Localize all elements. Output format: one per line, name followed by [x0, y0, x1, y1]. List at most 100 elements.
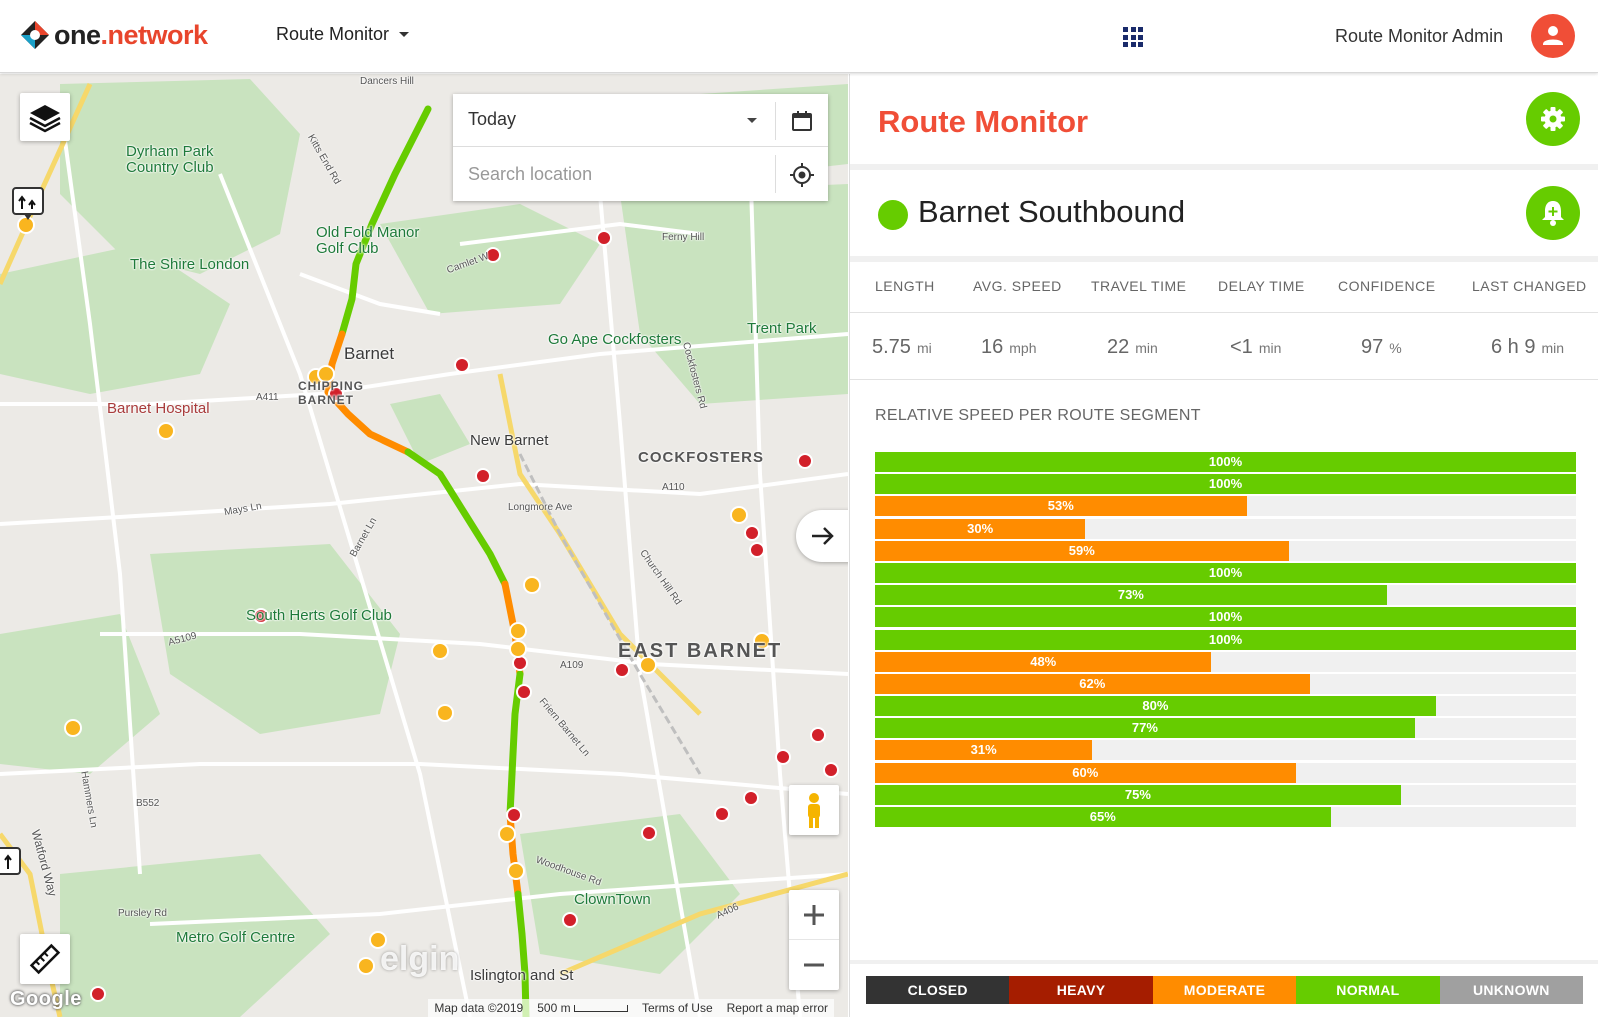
- legend-item-moderate: MODERATE: [1152, 976, 1297, 1004]
- map-data-attribution: Map data ©2019: [434, 1001, 524, 1015]
- legend-item-normal: NORMAL: [1296, 976, 1440, 1004]
- segment-bar-label: 30%: [967, 520, 994, 536]
- map-label-east-barnet: EAST BARNET: [618, 640, 783, 662]
- terms-link[interactable]: Terms of Use: [641, 1001, 713, 1015]
- segment-bar-label: 59%: [1068, 542, 1095, 558]
- street-view-button[interactable]: [789, 785, 839, 835]
- map-label-barnet-hospital: Barnet Hospital: [107, 400, 210, 417]
- road-label-ferny: Ferny Hill: [662, 232, 705, 243]
- segment-bar-row[interactable]: 75%: [875, 784, 1576, 805]
- segment-bar-row[interactable]: 73%: [875, 585, 1576, 606]
- segment-bar-row[interactable]: 100%: [875, 607, 1576, 628]
- report-error-link[interactable]: Report a map error: [726, 1001, 828, 1015]
- map-label-clowntown: ClownTown: [574, 891, 651, 908]
- segment-bar-fill: [875, 629, 1576, 650]
- segment-bar-row[interactable]: 59%: [875, 540, 1576, 561]
- route-status-indicator: [878, 200, 908, 230]
- bell-plus-icon: [1542, 201, 1564, 226]
- map-canvas[interactable]: [0, 74, 848, 1017]
- diversion-icon[interactable]: [12, 187, 44, 221]
- measure-button[interactable]: [20, 934, 70, 984]
- apps-grid-icon[interactable]: [1123, 27, 1143, 47]
- segment-bar-row[interactable]: 48%: [875, 651, 1576, 672]
- stat-value-length: 5.75 mi: [872, 336, 932, 359]
- segment-bar-row[interactable]: 65%: [875, 807, 1576, 827]
- stat-value-length-unit: mi: [916, 340, 932, 356]
- map-scale-label: 500 m: [537, 1001, 571, 1015]
- map-label-go-ape: Go Ape Cockfosters: [548, 331, 682, 348]
- stat-value-avg-speed-unit: mph: [1009, 340, 1037, 356]
- stat-value-confidence-unit: %: [1389, 340, 1402, 356]
- settings-button[interactable]: [1526, 92, 1580, 146]
- caret-down-icon: [399, 32, 410, 37]
- search-location-input[interactable]: [453, 147, 773, 201]
- segment-bar-fill: [875, 452, 1576, 472]
- expand-panel-button[interactable]: [796, 510, 848, 562]
- arrow-right-icon: [812, 527, 834, 545]
- segment-bar-row[interactable]: 100%: [875, 629, 1576, 650]
- segment-bar-row[interactable]: 77%: [875, 718, 1576, 739]
- segment-bar-fill: [875, 807, 1331, 827]
- top-bar: one.network Route Monitor Route Monitor …: [0, 0, 1598, 73]
- segment-bar-row[interactable]: 53%: [875, 496, 1576, 517]
- stat-label-travel-time: TRAVEL TIME: [1091, 278, 1187, 294]
- segment-bar-row[interactable]: 100%: [875, 562, 1576, 583]
- add-alert-button[interactable]: [1526, 186, 1580, 240]
- map[interactable]: Dyrham Park Country Club The Shire Londo…: [0, 74, 848, 1017]
- layers-button[interactable]: [20, 93, 70, 141]
- segment-bar-row[interactable]: 30%: [875, 518, 1576, 539]
- diversion-icon[interactable]: [0, 847, 22, 881]
- stat-value-last-changed: 6 h 9 min: [1491, 336, 1564, 359]
- zoom-out-button[interactable]: [789, 940, 839, 990]
- segment-bar-row[interactable]: 100%: [875, 452, 1576, 472]
- stat-value-confidence: 97%: [1361, 336, 1402, 359]
- zoom-in-button[interactable]: [789, 890, 839, 940]
- map-label-dyrham-park: Dyrham Park Country Club: [126, 143, 214, 176]
- segment-bar-fill: [875, 651, 1212, 672]
- app-menu-label: Route Monitor: [276, 24, 390, 44]
- segment-bar-row[interactable]: 80%: [875, 696, 1576, 717]
- google-logo: Google: [10, 988, 82, 1010]
- segment-bar-row[interactable]: 62%: [875, 673, 1576, 694]
- segment-bar-row[interactable]: 31%: [875, 740, 1576, 761]
- logo-text: one.network: [54, 20, 208, 51]
- segment-bar-fill: [875, 784, 1401, 805]
- segment-bar-fill: [875, 762, 1296, 783]
- logo[interactable]: one.network: [20, 18, 208, 52]
- segment-bar-row[interactable]: 60%: [875, 762, 1576, 783]
- map-label-barnet: Barnet: [344, 344, 395, 363]
- locate-icon[interactable]: [789, 162, 815, 188]
- minus-icon: [804, 963, 824, 967]
- calendar-icon[interactable]: [790, 109, 814, 133]
- stat-value-avg-speed-number: 16: [981, 336, 1004, 358]
- segment-bar-fill: [875, 540, 1289, 561]
- segment-bar-label: 77%: [1131, 720, 1158, 736]
- app-menu-dropdown[interactable]: Route Monitor: [276, 24, 410, 45]
- user-name: Route Monitor Admin: [1335, 26, 1504, 46]
- road-label-longmore: Longmore Ave: [508, 502, 573, 513]
- map-label-new-barnet: New Barnet: [470, 432, 549, 449]
- segment-bar-label: 75%: [1124, 786, 1151, 802]
- segment-bar-label: 48%: [1030, 653, 1057, 669]
- road-label-a411: A411: [256, 392, 279, 403]
- segment-bar-label: 65%: [1089, 809, 1116, 824]
- segment-bar-label: 100%: [1208, 631, 1243, 647]
- segment-bar-fill: [875, 585, 1387, 606]
- panel-title: Route Monitor: [878, 104, 1089, 139]
- segment-bar-fill: [875, 673, 1310, 694]
- segment-bars: 100% 100% 53% 30% 59% 100% 73% 100% 100% 48% 62% 80…: [875, 452, 1576, 829]
- stat-label-last-changed: LAST CHANGED: [1472, 278, 1587, 294]
- segment-bar-row[interactable]: 100%: [875, 474, 1576, 495]
- stat-value-avg-speed: 16 mph: [981, 336, 1036, 359]
- plus-icon: [804, 905, 824, 925]
- segment-bar-fill: [875, 696, 1436, 717]
- segment-bar-label: 62%: [1079, 675, 1106, 691]
- stat-value-delay-time-unit: min: [1258, 340, 1282, 356]
- logo-mark-icon: [20, 20, 50, 50]
- stat-value-last-changed-number: 6 h 9: [1491, 336, 1536, 358]
- user-avatar-button[interactable]: [1531, 14, 1575, 58]
- date-select[interactable]: Today: [453, 94, 828, 147]
- caret-down-icon: [747, 118, 757, 123]
- stat-value-last-changed-unit: min: [1541, 340, 1565, 356]
- stat-value-delay-time-number: <1: [1230, 336, 1253, 358]
